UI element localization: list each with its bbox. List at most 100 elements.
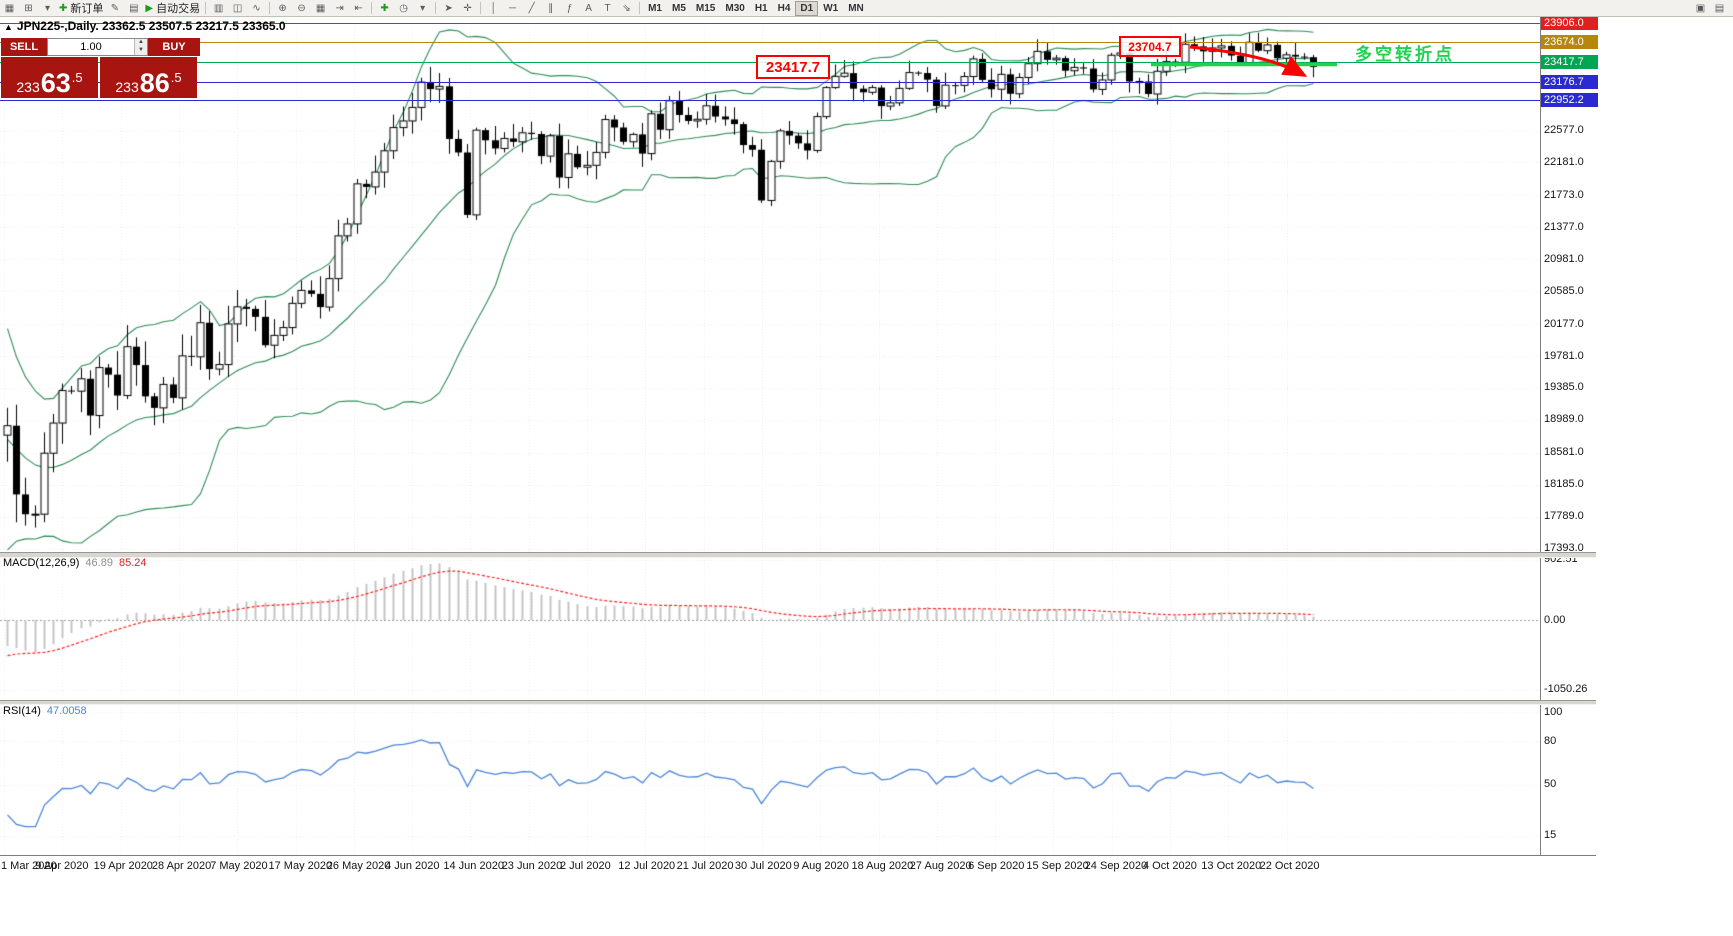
lot-increase-button[interactable]: ▲ <box>135 39 147 47</box>
timeframe-mn-button[interactable]: MN <box>848 2 864 14</box>
macd-scale-tick: -1050.26 <box>1544 683 1588 695</box>
time-axis-label: 13 Oct 2020 <box>1201 860 1262 872</box>
buy-button[interactable]: BUY <box>148 38 200 56</box>
label-icon[interactable]: T <box>599 1 616 15</box>
horizontal-line-icon[interactable]: ─ <box>504 1 521 15</box>
time-axis-line <box>0 855 1596 856</box>
new-order-button-label: 新订单 <box>70 3 104 15</box>
ask-price[interactable]: 233 86.5 <box>100 57 197 98</box>
time-axis-label: 28 Apr 2020 <box>151 860 212 872</box>
rsi-panel-divider[interactable] <box>0 700 1596 705</box>
price-level-line-22952.2[interactable] <box>0 100 1540 101</box>
time-axis-label: 6 Sep 2020 <box>968 860 1025 872</box>
metaeditor-icon[interactable]: ✎ <box>106 1 123 15</box>
price-scale-chip-23417.7: 23417.7 <box>1541 55 1598 69</box>
chart-shift-icon[interactable]: ⇤ <box>350 1 367 15</box>
templates-icon[interactable]: ▾ <box>414 1 431 15</box>
market-watch-icon[interactable]: ▦ <box>1 1 18 15</box>
channel-icon[interactable]: ∥ <box>542 1 559 15</box>
time-axis-label: 4 Oct 2020 <box>1143 860 1197 872</box>
price-scale-tick: 18581.0 <box>1544 446 1584 458</box>
macd-panel-divider[interactable] <box>0 552 1596 558</box>
price-scale-tick: 20177.0 <box>1544 318 1584 330</box>
chart-list-dropdown-icon[interactable]: ▾ <box>39 1 56 15</box>
lot-spinner: ▲ ▼ <box>134 39 147 55</box>
timeframe-h1-button[interactable]: H1 <box>754 2 768 14</box>
price-scale-tick: 21773.0 <box>1544 189 1584 201</box>
chart-shift-icon: ⇤ <box>354 2 363 14</box>
price-scale-chip-23906.0: 23906.0 <box>1541 16 1598 30</box>
bid-fraction: .5 <box>71 70 83 85</box>
annotation-price-box-main[interactable]: 23417.7 <box>756 55 830 79</box>
lot-decrease-button[interactable]: ▼ <box>135 47 147 55</box>
rsi-scale-tick: 100 <box>1544 706 1563 718</box>
bid-price[interactable]: 233 63.5 <box>1 57 98 98</box>
text-icon: A <box>585 2 592 14</box>
toolbar-separator <box>371 2 373 14</box>
periods-icon[interactable]: ◷ <box>395 1 412 15</box>
timeframe-w1-button[interactable]: W1 <box>823 2 839 14</box>
label-icon: T <box>604 2 611 14</box>
sell-button[interactable]: SELL <box>1 38 47 56</box>
rsi-scale-tick: 15 <box>1544 829 1557 841</box>
timeframe-m5-button[interactable]: M5 <box>672 2 686 14</box>
indicators-add-icon[interactable]: ✚ <box>376 1 393 15</box>
auto-scroll-icon[interactable]: ⇥ <box>331 1 348 15</box>
one-click-collapse-icon[interactable]: ▲ <box>4 22 13 32</box>
time-axis-label: 7 May 2020 <box>210 860 268 872</box>
vertical-line-icon: │ <box>490 2 497 14</box>
chart-title: ▲ JPN225-,Daily. 23362.5 23507.5 23217.5 … <box>4 19 286 33</box>
new-order-button[interactable]: ✚ 新订单 <box>58 1 104 16</box>
time-axis-label: 14 Jun 2020 <box>443 860 504 872</box>
fibonacci-icon[interactable]: ƒ <box>561 1 578 15</box>
zoom-out-icon[interactable]: ⊖ <box>293 1 310 15</box>
templates-icon: ▾ <box>420 2 426 14</box>
new-chart-icon: ⊞ <box>24 2 33 14</box>
price-scale-tick: 21377.0 <box>1544 221 1584 233</box>
timeframe-h4-button[interactable]: H4 <box>777 2 791 14</box>
text-icon[interactable]: A <box>580 1 597 15</box>
candle-chart-icon[interactable]: ◫ <box>229 1 246 15</box>
price-scale-tick: 18185.0 <box>1544 478 1584 490</box>
new-chart-icon[interactable]: ⊞ <box>20 1 37 15</box>
candle-chart-icon: ◫ <box>232 2 243 14</box>
fullscreen-icon[interactable]: ▣ <box>1695 2 1706 14</box>
autotrade-button-label: 自动交易 <box>156 3 201 15</box>
autotrade-button[interactable]: ▶ 自动交易 <box>144 1 201 16</box>
auto-scroll-icon: ⇥ <box>335 2 344 14</box>
timeframe-d1-button[interactable]: D1 <box>795 0 819 16</box>
price-level-line-23906.0[interactable] <box>0 23 1540 24</box>
time-axis-label: 4 Jun 2020 <box>385 860 440 872</box>
cursor-icon[interactable]: ➤ <box>440 1 457 15</box>
annotation-trend-note[interactable]: 多空转折点 <box>1355 45 1455 64</box>
timeframe-m1-button[interactable]: M1 <box>648 2 662 14</box>
price-level-line-23674.0[interactable] <box>0 42 1540 43</box>
price-scale-chip-23674.0: 23674.0 <box>1541 35 1598 49</box>
ask-fraction: .5 <box>170 70 182 85</box>
channel-icon: ∥ <box>548 2 554 14</box>
line-chart-icon[interactable]: ∿ <box>248 1 265 15</box>
toolbar-separator <box>269 2 271 14</box>
price-level-line-23176.7[interactable] <box>0 82 1540 83</box>
crosshair-icon[interactable]: ✛ <box>459 1 476 15</box>
price-scale-border[interactable] <box>1540 17 1541 855</box>
trendline-icon[interactable]: ╱ <box>523 1 540 15</box>
lot-size-input[interactable] <box>48 39 134 55</box>
zoom-in-icon[interactable]: ⊕ <box>274 1 291 15</box>
bar-chart-icon[interactable]: ▥ <box>210 1 227 15</box>
annotation-price-box-top[interactable]: 23704.7 <box>1119 36 1181 57</box>
vertical-line-icon[interactable]: │ <box>485 1 502 15</box>
tile-windows-icon: ▦ <box>315 2 326 14</box>
terminal-icon[interactable]: ▤ <box>125 1 142 15</box>
timeframe-m30-button[interactable]: M30 <box>725 2 745 14</box>
cursor-icon: ➤ <box>444 2 453 14</box>
horizontal-line-icon: ─ <box>509 2 517 14</box>
timeframe-m15-button[interactable]: M15 <box>695 2 716 14</box>
time-axis-label: 23 Jun 2020 <box>501 860 563 872</box>
tile-windows-icon[interactable]: ▦ <box>312 1 329 15</box>
rsi-label: RSI(14) 47.0058 <box>3 705 87 717</box>
arrows-icon[interactable]: ⇘ <box>618 1 635 15</box>
data-window-icon[interactable]: ▤ <box>1714 2 1725 14</box>
